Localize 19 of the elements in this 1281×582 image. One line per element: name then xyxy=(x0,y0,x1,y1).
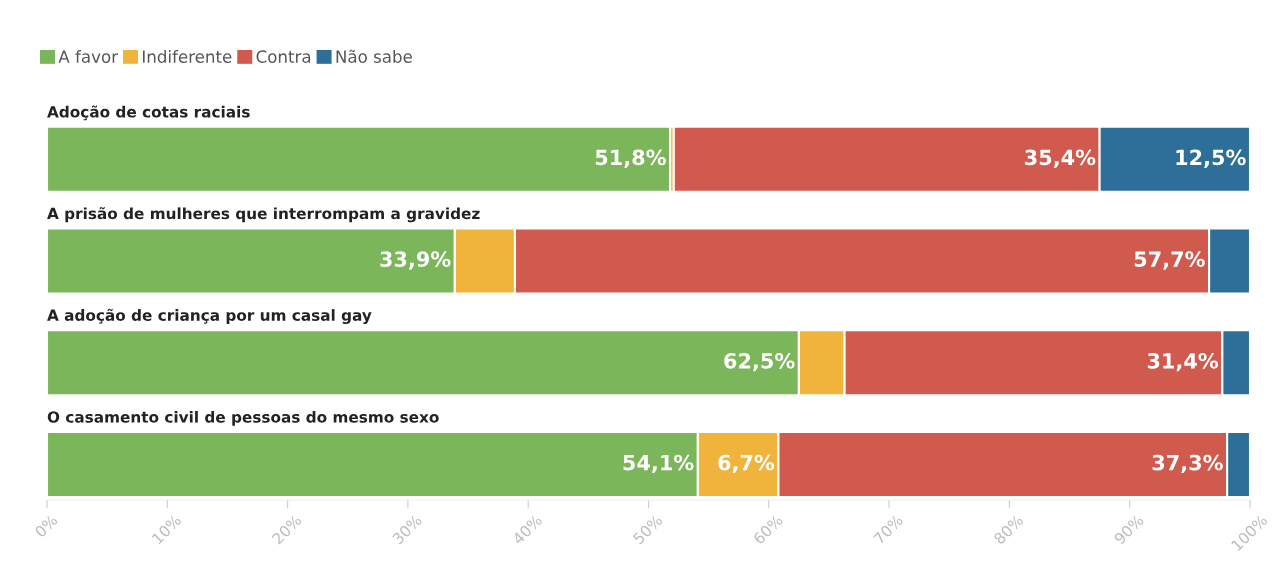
data-label: 54,1% xyxy=(623,454,694,474)
data-label: 12,5% xyxy=(1176,149,1246,168)
y-tick-label: Adoção de cotas raciais xyxy=(47,105,250,121)
legend-label: Contra xyxy=(256,50,311,63)
legend-label: Indiferente xyxy=(142,50,232,63)
data-label: 57,7% xyxy=(1134,251,1205,270)
legend-label: Não sabe xyxy=(336,49,412,63)
data-label: 6,7% xyxy=(718,454,775,474)
data-label: 51,8% xyxy=(595,149,666,168)
data-label: 31,4% xyxy=(1147,352,1219,372)
y-tick-label: A prisão de mulheres que interrompam a gravidez xyxy=(47,207,480,223)
data-label: 37,3% xyxy=(1152,454,1223,474)
legend-label: A favor xyxy=(58,50,119,63)
y-tick-label: A adoção de criança por um casal gay xyxy=(47,308,372,325)
data-label: 33,9% xyxy=(380,251,451,270)
x-tick-label: 0% xyxy=(34,513,59,538)
y-tick-label: O casamento civil de pessoas do mesmo sexo xyxy=(47,410,439,426)
data-label: 62,5% xyxy=(724,352,795,372)
data-label: 35,4% xyxy=(1025,149,1096,168)
